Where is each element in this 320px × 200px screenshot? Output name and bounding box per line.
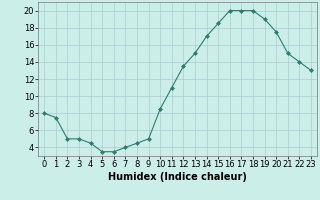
X-axis label: Humidex (Indice chaleur): Humidex (Indice chaleur) (108, 172, 247, 182)
